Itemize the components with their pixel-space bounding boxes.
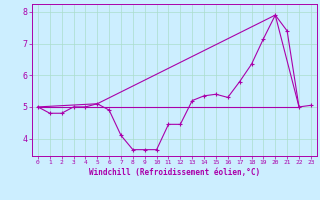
X-axis label: Windchill (Refroidissement éolien,°C): Windchill (Refroidissement éolien,°C) bbox=[89, 168, 260, 177]
